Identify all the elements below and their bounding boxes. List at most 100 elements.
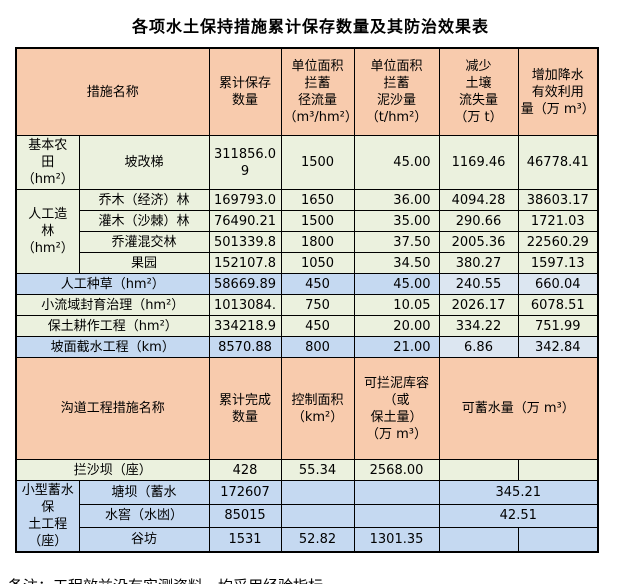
section2-header-row: 沟道工程措施名称 累计完成 数量 控制面积 （km²） 可拦泥库容 （或 保土量… [15, 357, 599, 460]
cell-value: 152107.8 [208, 252, 282, 274]
cell-value: 35.00 [353, 210, 440, 232]
cell-value: 660.04 [517, 273, 599, 295]
cell-measure: 坡面截水工程（km） [15, 336, 210, 358]
cell-value: 1169.46 [438, 135, 519, 190]
group-afforestation: 人工造 林（hm²） [15, 189, 80, 274]
cell-value: 334218.9 [208, 315, 282, 337]
cell-value: 2568.00 [353, 459, 440, 481]
cell-value: 450 [280, 273, 355, 295]
cell-measure: 坡改梯 [78, 135, 210, 190]
cell-empty [517, 527, 599, 553]
cell-value: 2005.36 [438, 231, 519, 253]
cell-empty [438, 527, 519, 553]
cell-value: 1800 [280, 231, 355, 253]
cell-measure: 保土耕作工程（hm²） [15, 315, 210, 337]
cell-value: 10.05 [353, 294, 440, 316]
cell-value: 8570.88 [208, 336, 282, 358]
cell-value: 2026.17 [438, 294, 519, 316]
cell-value: 1301.35 [353, 527, 440, 553]
cell-value: 85015 [208, 503, 282, 529]
cell-value: 6.86 [438, 336, 519, 358]
cell-value: 501339.8 [208, 231, 282, 253]
row-check-dam: 拦沙坝（座） 428 55.34 2568.00 [15, 459, 599, 481]
header-sediment-retained: 单位面积 拦蓄 泥沙量 （t/hm²） [353, 47, 440, 136]
cell-value: 169793.0 [208, 189, 282, 211]
cell-value: 46778.41 [517, 135, 599, 190]
cell-value: 172607 [208, 480, 282, 505]
cell-value: 1531 [208, 527, 282, 553]
header-cumulative-preserved: 累计保存 数量 [208, 47, 282, 136]
header-runoff-retained: 单位面积 拦蓄 径流量 （m³/hm²） [280, 47, 355, 136]
cell-value: 450 [280, 315, 355, 337]
cell-empty [353, 503, 440, 529]
header-water-storage: 可蓄水量（万 m³） [438, 357, 599, 460]
row-mixed-forest: 乔灌混交林 501339.8 1800 37.50 2005.36 22560.… [16, 231, 599, 253]
row-water-cellar: 水窖（水凼） 85015 42.51 [16, 503, 599, 529]
row-slope-interception: 坡面截水工程（km） 8570.88 800 21.00 6.86 342.84 [15, 336, 599, 358]
cell-value: 45.00 [353, 273, 440, 295]
cell-value: 311856.09 [208, 135, 282, 190]
header-measure-name: 措施名称 [15, 47, 210, 136]
cell-empty [280, 480, 355, 505]
cell-value: 45.00 [353, 135, 440, 190]
cell-value: 55.34 [280, 459, 355, 481]
cell-measure: 灌木（沙棘）林 [78, 210, 210, 232]
row-artificial-grass: 人工种草（hm²） 58669.89 450 45.00 240.55 660.… [15, 273, 599, 295]
cell-value: 58669.89 [208, 273, 282, 295]
cell-measure: 果园 [78, 252, 210, 274]
row-soil-conserving-tillage: 保土耕作工程（hm²） 334218.9 450 20.00 334.22 75… [15, 315, 599, 337]
cell-measure: 水窖（水凼） [78, 503, 210, 529]
cell-measure: 塘坝（蓄水 [78, 480, 210, 505]
header-channel-measure-name: 沟道工程措施名称 [15, 357, 210, 460]
cell-value: 800 [280, 336, 355, 358]
footnote: 备注：工程效益没有实测资料，均采用经验指标。 [8, 575, 621, 584]
row-watershed-closure: 小流域封育治理（hm²） 1013084. 750 10.05 2026.17 … [15, 294, 599, 316]
cell-value: 1500 [280, 135, 355, 190]
cell-value: 750 [280, 294, 355, 316]
cell-value: 240.55 [438, 273, 519, 295]
row-pond-dam: 小型蓄水保 土工程（座） 塘坝（蓄水 172607 345.21 [15, 480, 599, 553]
cell-value: 76490.21 [208, 210, 282, 232]
cell-value: 334.22 [438, 315, 519, 337]
cell-value: 34.50 [353, 252, 440, 274]
cell-value: 22560.29 [517, 231, 599, 253]
cell-value: 751.99 [517, 315, 599, 337]
cell-empty [517, 459, 599, 481]
header-cumulative-completed: 累计完成 数量 [208, 357, 282, 460]
cell-value: 21.00 [353, 336, 440, 358]
table-title: 各项水土保持措施累计保存数量及其防治效果表 [131, 17, 489, 36]
cell-value: 1650 [280, 189, 355, 211]
header-soil-loss-reduced: 减少 土壤 流失量 （万 t） [438, 47, 519, 136]
cell-empty [353, 480, 440, 505]
cell-value: 6078.51 [517, 294, 599, 316]
cell-value: 37.50 [353, 231, 440, 253]
section1-header-row: 措施名称 累计保存 数量 单位面积 拦蓄 径流量 （m³/hm²） 单位面积 拦… [15, 47, 599, 136]
cell-measure: 人工种草（hm²） [15, 273, 210, 295]
cell-measure: 拦沙坝（座） [15, 459, 210, 481]
cell-value: 1500 [280, 210, 355, 232]
group-small-storage-works: 小型蓄水保 土工程（座） [15, 480, 80, 553]
row-slope-terrace: 基本农 田（hm²） 坡改梯 311856.09 1500 45.00 1169… [15, 135, 599, 190]
cell-value: 345.21 [438, 480, 599, 505]
cell-value: 42.51 [438, 503, 599, 529]
cell-measure: 乔木（经济）林 [78, 189, 210, 211]
cell-empty [438, 459, 519, 481]
cell-value: 1597.13 [517, 252, 599, 274]
cell-value: 36.00 [353, 189, 440, 211]
row-orchard: 果园 152107.8 1050 34.50 380.27 1597.13 [16, 252, 599, 274]
row-shrub-forest: 灌木（沙棘）林 76490.21 1500 35.00 290.66 1721.… [16, 210, 599, 232]
header-controlled-area: 控制面积 （km²） [280, 357, 355, 460]
conservation-table: 措施名称 累计保存 数量 单位面积 拦蓄 径流量 （m³/hm²） 单位面积 拦… [15, 47, 600, 553]
group-basic-farmland: 基本农 田（hm²） [15, 135, 80, 190]
cell-measure: 谷坊 [78, 527, 210, 553]
cell-measure: 小流域封育治理（hm²） [15, 294, 210, 316]
cell-value: 4094.28 [438, 189, 519, 211]
cell-measure: 乔灌混交林 [78, 231, 210, 253]
cell-value: 290.66 [438, 210, 519, 232]
cell-value: 38603.17 [517, 189, 599, 211]
header-rainfall-utilized: 增加降水 有效利用 量（万 m³） [517, 47, 599, 136]
header-sediment-capacity: 可拦泥库容 （或 保土量） （万 m³） [353, 357, 440, 460]
cell-value: 342.84 [517, 336, 599, 358]
row-gully-plug: 谷坊 1531 52.82 1301.35 [16, 527, 599, 553]
